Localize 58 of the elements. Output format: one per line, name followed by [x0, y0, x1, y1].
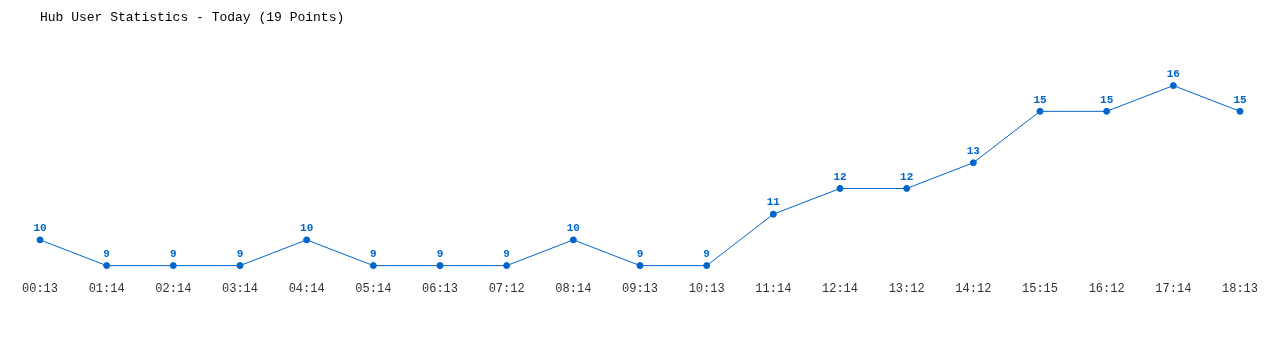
x-tick-label: 17:14: [1155, 281, 1192, 296]
data-label: 9: [170, 247, 177, 260]
point: [769, 210, 777, 218]
x-tick-label: 13:12: [888, 281, 925, 296]
x-tick-label: 07:12: [488, 281, 525, 296]
data-label: 10: [566, 222, 580, 235]
point: [569, 236, 577, 244]
point: [36, 236, 44, 244]
point: [369, 262, 377, 270]
data-label: 10: [33, 222, 47, 235]
point: [436, 262, 444, 270]
data-label: 15: [1100, 93, 1114, 106]
point: [836, 184, 844, 192]
x-tick-label: 02:14: [155, 281, 192, 296]
data-label: 10: [300, 222, 314, 235]
x-tick-label: 01:14: [88, 281, 125, 296]
x-tick-label: 03:14: [221, 281, 259, 296]
point: [1103, 107, 1111, 115]
x-tick-label: 14:12: [955, 281, 992, 296]
data-label: 9: [370, 247, 377, 260]
data-label: 13: [966, 145, 981, 158]
point: [903, 184, 911, 192]
x-tick-label: 09:13: [621, 281, 659, 296]
x-tick-label: 06:13: [421, 281, 459, 296]
point: [303, 236, 311, 244]
data-label: 9: [503, 247, 510, 260]
data-label: 9: [236, 247, 244, 260]
point: [1236, 107, 1244, 115]
data-label: 12: [833, 170, 847, 183]
point: [969, 159, 977, 167]
data-label: 16: [1166, 67, 1180, 80]
x-tick-label: 16:12: [1088, 281, 1125, 296]
point: [1169, 82, 1177, 90]
data-label: 9: [703, 247, 710, 260]
chart-title: Hub User Statistics - Today (19 Points): [40, 10, 345, 26]
x-tick-label: 11:14: [755, 281, 792, 296]
point: [169, 262, 177, 270]
x-tick-label: 05:14: [355, 281, 392, 296]
x-tick-label: 15:15: [1021, 281, 1059, 296]
x-tick-label: 10:13: [688, 281, 725, 296]
x-tick-label: 12:14: [821, 281, 859, 296]
point: [236, 262, 244, 270]
data-label: 9: [103, 247, 110, 260]
point: [1036, 107, 1044, 115]
data-label: 9: [436, 247, 444, 260]
point: [503, 262, 511, 270]
x-tick-label: 18:13: [1221, 281, 1259, 296]
data-label: 15: [1233, 93, 1247, 106]
x-tick-label: 00:13: [21, 281, 59, 296]
data-label: 12: [900, 170, 914, 183]
x-tick-label: 08:14: [555, 281, 592, 296]
data-label: 15: [1033, 93, 1047, 106]
point: [636, 262, 644, 270]
point: [703, 262, 711, 270]
data-label: 11: [766, 196, 781, 209]
data-label: 9: [636, 247, 644, 260]
point: [103, 262, 111, 270]
x-tick-label: 04:14: [288, 281, 325, 296]
